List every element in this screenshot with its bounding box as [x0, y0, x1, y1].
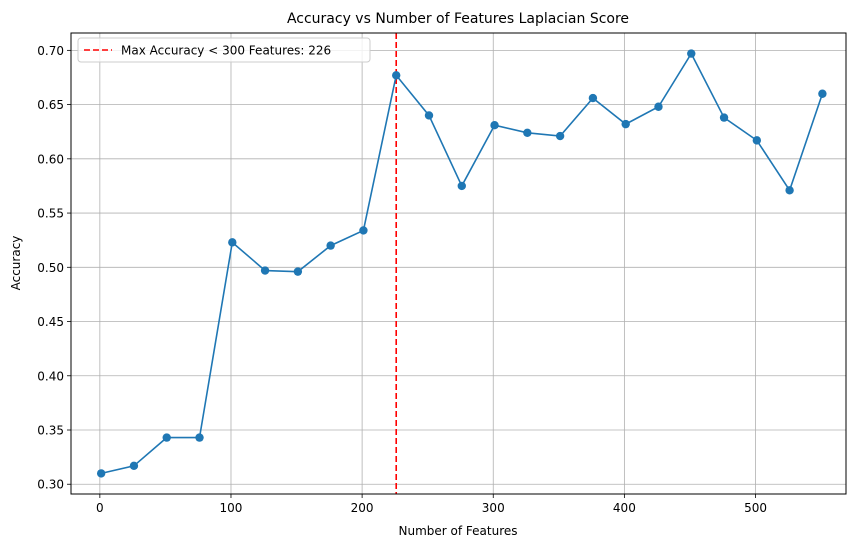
data-point: [621, 119, 630, 129]
y-ticks: 0.30 0.35 0.40 0.45 0.50 0.55 0.60 0.65 0.70: [37, 44, 71, 492]
legend: Max Accuracy < 300 Features: 226: [77, 37, 371, 63]
data-point: [752, 136, 762, 145]
y-tick-label: 0.45: [37, 315, 64, 329]
data-point: [785, 186, 794, 195]
y-axis-label: Accuracy: [9, 236, 23, 291]
x-tick-label: 200: [351, 501, 374, 515]
data-point: [818, 89, 827, 98]
y-tick-label: 0.35: [37, 424, 64, 438]
y-tick-label: 0.30: [37, 478, 64, 492]
y-tick-label: 0.60: [37, 152, 64, 166]
data-point: [588, 93, 598, 103]
series-layer: [96, 49, 827, 478]
data-point: [96, 469, 106, 478]
data-point: [260, 266, 270, 275]
x-tick-label: 500: [744, 501, 767, 515]
data-point: [359, 226, 368, 235]
y-tick-label: 0.65: [37, 98, 64, 112]
data-point: [392, 71, 401, 80]
y-tick-label: 0.70: [37, 44, 64, 58]
data-point: [195, 433, 204, 442]
x-ticks: 0 100 200 300 400 500: [96, 494, 767, 515]
x-tick-label: 300: [482, 501, 505, 515]
data-point: [457, 181, 466, 191]
chart-title: Accuracy vs Number of Features Laplacian…: [287, 11, 629, 27]
series-line: [100, 51, 824, 475]
y-tick-label: 0.50: [37, 261, 64, 275]
x-axis-label: Number of Features: [399, 524, 518, 538]
x-tick-label: 0: [96, 501, 104, 515]
data-point: [490, 121, 499, 130]
y-tick-label: 0.40: [37, 369, 64, 383]
data-point: [687, 49, 696, 58]
y-tick-label: 0.55: [37, 207, 64, 221]
data-point: [326, 241, 335, 250]
grid-lines: [71, 33, 846, 494]
legend-box: [77, 37, 371, 63]
data-point: [523, 128, 532, 137]
data-point: [424, 111, 434, 120]
data-point: [719, 113, 729, 122]
x-tick-label: 400: [613, 501, 636, 515]
data-point: [555, 131, 565, 141]
data-point: [228, 238, 237, 247]
x-tick-label: 100: [220, 501, 243, 515]
data-point: [162, 433, 171, 442]
data-point: [129, 461, 139, 470]
plot-frame: [70, 32, 847, 495]
legend-label: Max Accuracy < 300 Features: 226: [121, 44, 331, 58]
data-point: [654, 102, 663, 111]
data-point: [293, 267, 303, 276]
